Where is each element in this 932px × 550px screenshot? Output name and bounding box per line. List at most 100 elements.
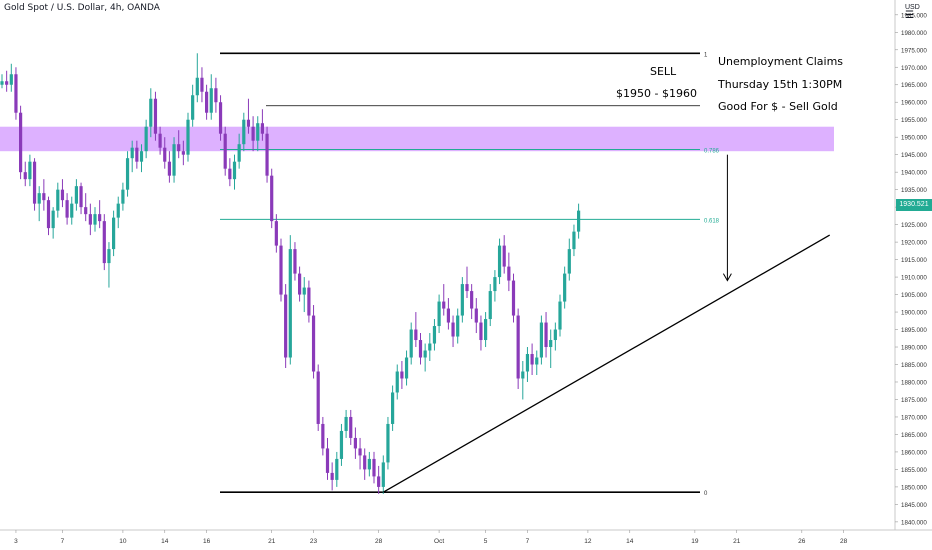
- candle: [186, 112, 190, 162]
- candle: [353, 427, 357, 459]
- candle-body: [539, 322, 543, 358]
- candle-body: [274, 221, 278, 246]
- axis-menu-icon[interactable]: ☰: [905, 10, 914, 21]
- candle-body: [391, 392, 395, 424]
- candle-body: [28, 161, 32, 180]
- price-tick-label: 1880.000: [901, 379, 927, 386]
- price-tick-label: 1900.000: [901, 310, 927, 317]
- price-tick-label: 1885.000: [901, 362, 927, 369]
- candle-body: [311, 315, 316, 372]
- candle-body: [353, 437, 357, 449]
- fib-level-label: 0.786: [704, 148, 720, 154]
- candle-body: [200, 77, 204, 92]
- candle: [423, 343, 427, 372]
- candle-body: [451, 322, 455, 337]
- candle: [358, 437, 362, 470]
- candle: [270, 168, 274, 229]
- time-tick-label: 28: [375, 538, 383, 545]
- fib-level-label: 0: [704, 491, 708, 497]
- candle: [84, 193, 88, 222]
- price-tick-label: 1895.000: [901, 327, 927, 334]
- candle-body: [256, 123, 260, 141]
- candle: [563, 266, 567, 309]
- candle: [316, 364, 320, 431]
- candle: [200, 67, 204, 103]
- currency-label: USD: [905, 4, 920, 11]
- candle: [37, 186, 41, 222]
- candle-body: [158, 133, 162, 148]
- candle-body: [563, 273, 567, 302]
- time-tick-label: 7: [61, 538, 65, 545]
- candle: [428, 333, 432, 362]
- candle: [442, 284, 446, 316]
- candle-body: [139, 151, 144, 162]
- event-time-label: Thursday 15th 1:30PM: [718, 78, 843, 91]
- candle-body: [0, 81, 4, 85]
- candle: [60, 179, 65, 208]
- price-tick-label: 1905.000: [901, 292, 927, 299]
- candle-body: [442, 301, 446, 309]
- candle-body: [191, 95, 195, 120]
- candle-body: [270, 175, 274, 222]
- candle: [298, 266, 302, 302]
- candle: [395, 364, 399, 400]
- candle-body: [414, 329, 418, 341]
- price-tick-label: 1975.000: [901, 47, 927, 54]
- candle: [144, 119, 148, 159]
- candle-body: [130, 147, 134, 159]
- candle: [256, 116, 260, 152]
- candle: [400, 361, 404, 389]
- candle-body: [465, 284, 469, 292]
- sell-label: SELL: [650, 65, 677, 78]
- candle-body: [437, 301, 441, 327]
- candle-body: [214, 88, 218, 103]
- candle: [149, 88, 153, 138]
- candle-body: [42, 193, 46, 201]
- time-tick-label: 10: [119, 538, 127, 545]
- candle-body: [302, 287, 306, 295]
- time-tick-label: 14: [626, 538, 634, 545]
- candle: [223, 126, 227, 176]
- candle: [102, 214, 106, 271]
- candle-body: [186, 119, 190, 155]
- candle: [65, 193, 69, 225]
- candle-body: [23, 172, 27, 180]
- candle-body: [46, 200, 51, 229]
- time-tick-label: 16: [203, 538, 211, 545]
- price-tick-label: 1960.000: [901, 100, 927, 107]
- candle-body: [93, 214, 97, 225]
- candle-body: [144, 126, 148, 152]
- candle-body: [293, 249, 297, 274]
- candle: [135, 140, 139, 169]
- candle-body: [330, 472, 334, 480]
- candle: [302, 277, 306, 313]
- candle-body: [260, 123, 264, 134]
- candle: [260, 109, 264, 141]
- candle: [23, 161, 27, 187]
- candle: [344, 409, 348, 438]
- candle: [493, 270, 497, 302]
- candle: [237, 133, 241, 169]
- candle: [209, 74, 213, 120]
- candle-body: [163, 147, 167, 162]
- candle: [279, 238, 283, 302]
- candle: [9, 63, 13, 92]
- candle: [418, 333, 423, 365]
- candle-body: [530, 354, 534, 365]
- candle-body: [84, 207, 88, 215]
- candle: [558, 294, 562, 337]
- candle-body: [135, 147, 139, 162]
- candle: [246, 98, 251, 134]
- candle: [232, 154, 237, 190]
- candle: [274, 214, 278, 253]
- candle-body: [181, 151, 185, 155]
- candle-body: [74, 186, 78, 204]
- candle: [549, 329, 553, 369]
- price-tick-label: 1860.000: [901, 449, 927, 456]
- candle: [516, 308, 520, 389]
- candle: [535, 350, 539, 375]
- candle: [577, 203, 581, 239]
- candle-body: [456, 315, 460, 337]
- candle: [14, 67, 18, 120]
